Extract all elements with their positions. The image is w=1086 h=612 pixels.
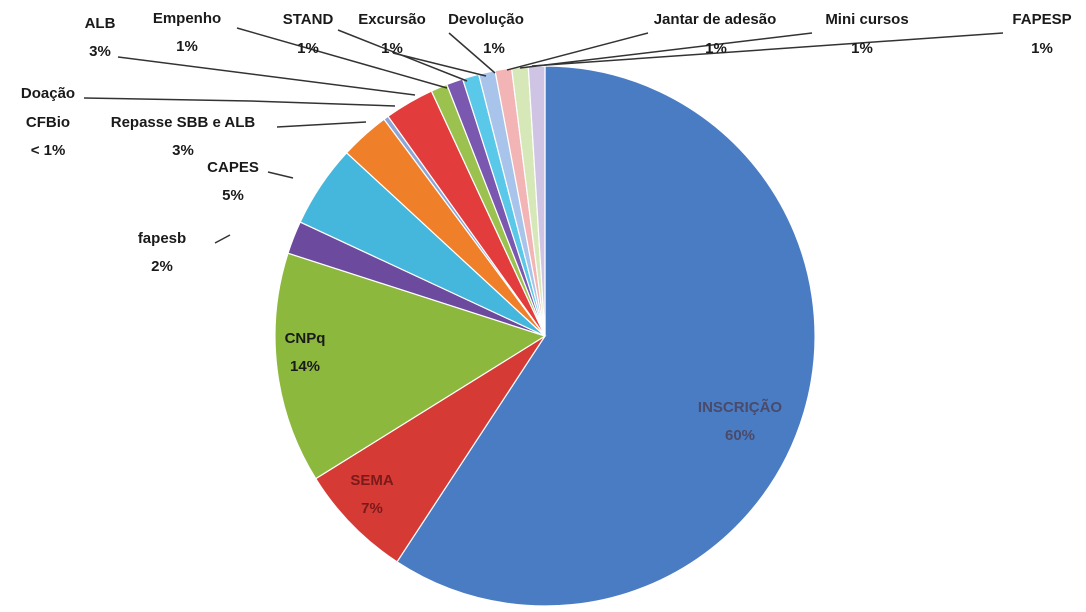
label-fapesb-pct: 2% — [151, 258, 173, 275]
label-fapesp-name: FAPESP — [1012, 11, 1071, 28]
leader-jantar-de-adesao — [506, 32, 649, 71]
leader-alb — [117, 56, 416, 96]
label-cnpq-name: CNPq — [285, 330, 326, 347]
label-capes-pct: 5% — [222, 187, 244, 204]
label-fapesb-name: fapesb — [138, 230, 186, 247]
slice-sema — [314, 335, 546, 563]
label-repasse-sbb-e-alb-pct: 3% — [172, 142, 194, 159]
label-mini-cursos-name: Mini cursos — [825, 11, 908, 28]
label-repasse-sbb-e-alb-name: Repasse SBB e ALB — [111, 114, 256, 131]
label-sema-pct: 7% — [361, 500, 383, 517]
label-excursao-pct: 1% — [381, 40, 403, 57]
label-mini-cursos-pct: 1% — [851, 40, 873, 57]
label-stand-name: STAND — [283, 11, 334, 28]
leader-doacao-cfbio — [83, 97, 396, 107]
label-devolucao-pct: 1% — [483, 40, 505, 57]
label-excursao-name: Excursão — [358, 11, 426, 28]
label-jantar-de-adesao-name: Jantar de adesão — [654, 11, 777, 28]
label-doacao-cfbio-name: Doação — [21, 85, 75, 102]
pie-slices — [274, 65, 816, 607]
label-fapesp-pct: 1% — [1031, 40, 1053, 57]
label-jantar-de-adesao-pct: 1% — [705, 40, 727, 57]
leader-fapesb — [214, 234, 231, 244]
label-cnpq-pct: 14% — [290, 358, 320, 375]
label-doacao-cfbio-name-2: CFBio — [26, 114, 70, 131]
label-inscricao-pct: 60% — [725, 427, 755, 444]
label-stand-pct: 1% — [297, 40, 319, 57]
label-sema-name: SEMA — [350, 472, 394, 489]
leader-devolucao — [448, 32, 496, 74]
label-doacao-cfbio-pct: < 1% — [31, 142, 66, 159]
label-devolucao-name: Devolução — [448, 11, 524, 28]
leader-mini-cursos — [519, 32, 813, 69]
label-inscricao-name: INSCRIÇÃO — [698, 398, 783, 416]
label-alb-name: ALB — [85, 15, 116, 32]
slice-cnpq — [274, 252, 547, 480]
label-empenho-pct: 1% — [176, 38, 198, 55]
label-empenho-name: Empenho — [153, 10, 221, 27]
slice-labels: INSCRIÇÃO 60% SEMA 7% CNPq 14% fapesb 2% CAPES 5%… — [21, 10, 1072, 517]
leader-repasse-sbb-e-alb — [276, 121, 367, 128]
leader-capes — [267, 171, 294, 179]
leader-fapesp — [531, 32, 1004, 67]
leader-empenho — [236, 27, 448, 89]
leader-lines — [83, 27, 1004, 244]
slice-inscricao — [396, 65, 816, 607]
leader-excursao — [392, 52, 487, 77]
label-alb-pct: 3% — [89, 43, 111, 60]
label-capes-name: CAPES — [207, 159, 259, 176]
